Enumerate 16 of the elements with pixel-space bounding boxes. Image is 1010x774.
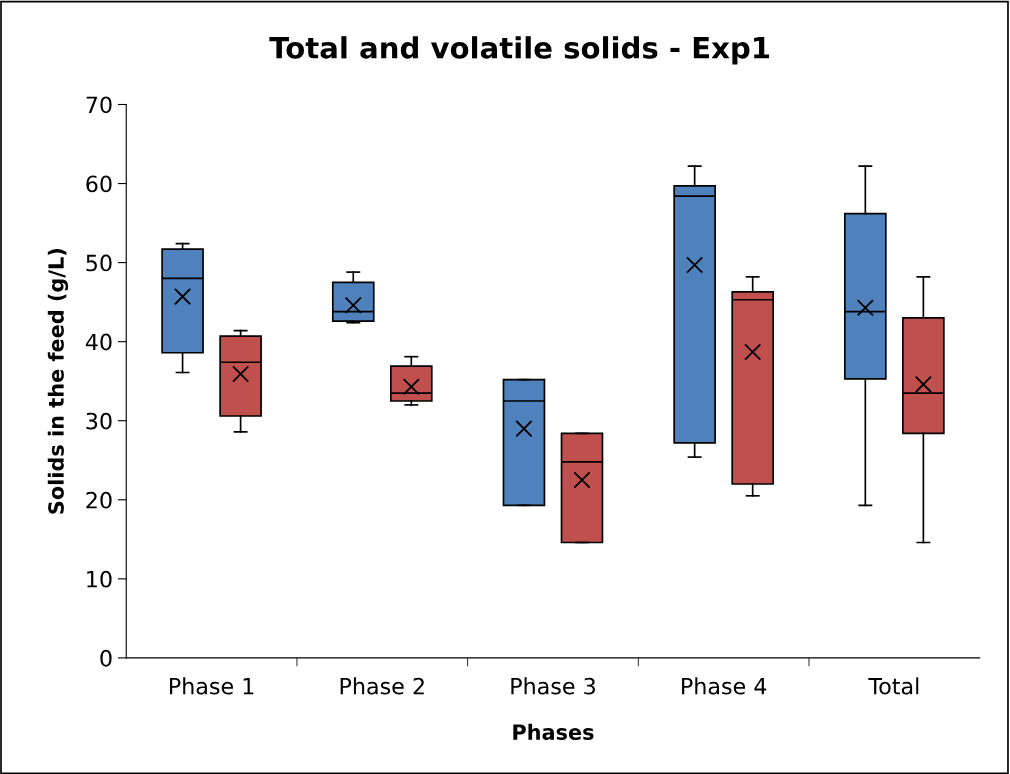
y-tick-label: 0 — [100, 649, 112, 667]
y-tick-label: 70 — [86, 96, 112, 114]
x-tick-label: Phase 4 — [682, 677, 767, 695]
y-tick-label: 50 — [86, 254, 112, 272]
x-axis-title: Phases — [513, 723, 594, 740]
y-tick-label: 20 — [86, 491, 112, 509]
chart-title: Total and volatile solids - Exp1 — [269, 36, 770, 65]
y-tick-label: 40 — [85, 333, 112, 351]
y-tick-label: 30 — [86, 412, 112, 430]
y-tick-label: 10 — [87, 570, 112, 588]
x-tick-label: Total — [868, 677, 919, 695]
x-tick-label: Phase 2 — [340, 677, 424, 695]
y-axis-title: Solids in the feed (g/L) — [47, 249, 69, 514]
x-tick-label: Phase 3 — [511, 677, 595, 695]
x-tick-label: Phase 1 — [170, 677, 254, 695]
y-tick-label: 60 — [86, 175, 112, 193]
